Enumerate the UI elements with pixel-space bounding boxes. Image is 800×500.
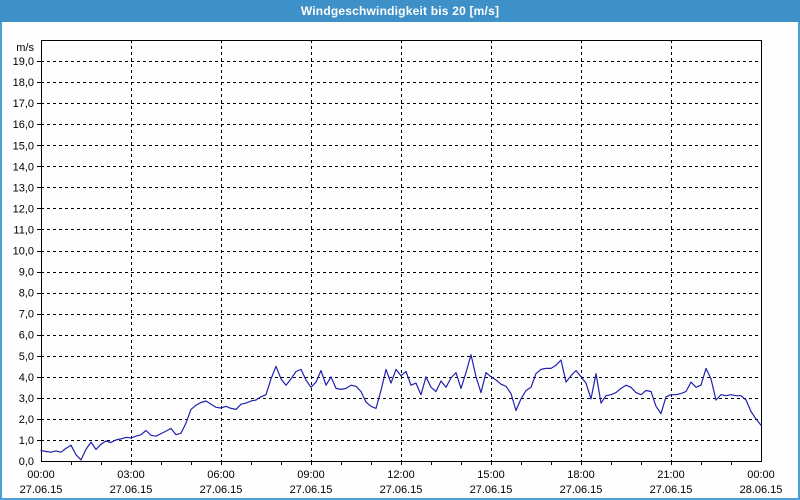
y-tick-label: 18,0 — [13, 77, 34, 89]
y-tick-label: 9,0 — [19, 267, 34, 279]
plot-border — [41, 40, 762, 462]
y-tick-label: 3,0 — [19, 393, 34, 405]
y-tick-label: 6,0 — [19, 330, 34, 342]
x-tick-time: 00:00 — [27, 469, 55, 481]
x-tick-date: 27.06.15 — [290, 484, 333, 496]
wind-speed-chart: 0,0 1,0 2,0 3,0 4,0 5,0 6,0 7,0 8,0 9,0 10,0 11,0 12… — [13, 40, 783, 496]
x-tick-time: 03:00 — [117, 469, 145, 481]
y-tick-label: 13,0 — [13, 182, 34, 194]
y-tick-label: 2,0 — [19, 414, 34, 426]
y-tick-label: 7,0 — [19, 309, 34, 321]
y-tick-label: 14,0 — [13, 161, 34, 173]
x-tick-time: 15:00 — [477, 469, 505, 481]
y-tick-label: 11,0 — [13, 224, 34, 236]
x-tick-date: 27.06.15 — [20, 484, 63, 496]
y-tick-label: 19,0 — [13, 56, 34, 68]
chart-area: 0,0 1,0 2,0 3,0 4,0 5,0 6,0 7,0 8,0 9,0 10,0 11,0 12… — [0, 22, 800, 500]
y-tick-label: 15,0 — [13, 140, 34, 152]
x-tick-date: 27.06.15 — [110, 484, 153, 496]
x-tick-date: 27.06.15 — [200, 484, 243, 496]
x-tick-time: 12:00 — [387, 469, 415, 481]
x-tick-time: 09:00 — [297, 469, 325, 481]
y-tick-label: 0,0 — [19, 456, 34, 468]
y-tick-label: 1,0 — [19, 435, 34, 447]
x-tick-date: 28.06.15 — [740, 484, 783, 496]
y-tick-label: 17,0 — [13, 98, 34, 110]
x-tick-time: 18:00 — [567, 469, 595, 481]
y-tick-label: 16,0 — [13, 119, 34, 131]
wind-speed-line — [40, 354, 762, 461]
y-axis-unit: m/s — [16, 42, 34, 54]
y-tick-label: 10,0 — [13, 246, 34, 258]
x-tick-date: 27.06.15 — [380, 484, 423, 496]
x-tick-date: 27.06.15 — [650, 484, 693, 496]
title-bar: Windgeschwindigkeit bis 20 [m/s] — [0, 0, 800, 22]
x-tick-time: 00:00 — [747, 469, 775, 481]
x-tick-time: 06:00 — [207, 469, 235, 481]
y-tick-label: 12,0 — [13, 203, 34, 215]
x-tick-time: 21:00 — [657, 469, 685, 481]
x-tick-date: 27.06.15 — [560, 484, 603, 496]
y-tick-label: 5,0 — [19, 351, 34, 363]
chart-title: Windgeschwindigkeit bis 20 [m/s] — [300, 4, 500, 18]
x-tick-date: 27.06.15 — [470, 484, 513, 496]
y-tick-label: 8,0 — [19, 288, 34, 300]
y-tick-label: 4,0 — [19, 372, 34, 384]
